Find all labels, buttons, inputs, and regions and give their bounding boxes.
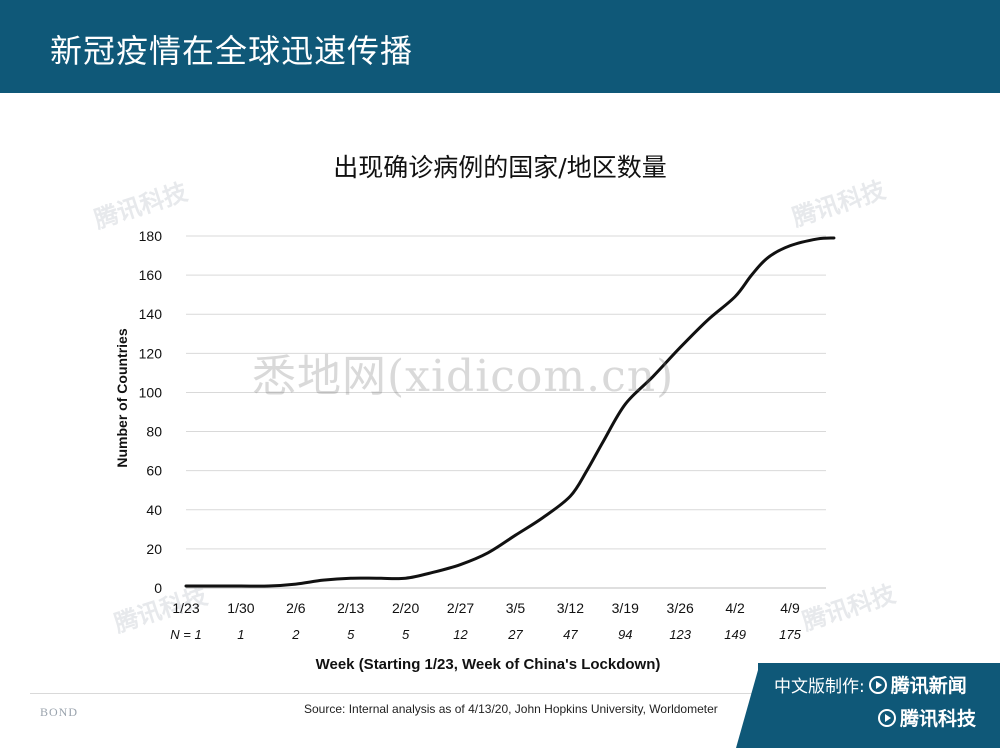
badge-corner bbox=[736, 663, 760, 748]
y-tick-label: 80 bbox=[146, 424, 162, 440]
x-tick-label: 4/2 bbox=[725, 600, 745, 616]
x-tick-label: 3/26 bbox=[667, 600, 694, 616]
x-tick-label: 1/30 bbox=[227, 600, 254, 616]
n-label: 1 bbox=[237, 627, 244, 642]
footer-divider bbox=[30, 693, 790, 694]
bond-logo: BOND bbox=[40, 705, 79, 719]
x-tick-label: 3/19 bbox=[612, 600, 639, 616]
n-labels: N = 1 1 2 5 5 12 27 47 94 123 149 175 bbox=[170, 627, 801, 642]
y-tick-label: 60 bbox=[146, 463, 162, 479]
x-axis-label: Week (Starting 1/23, Week of China's Loc… bbox=[316, 656, 661, 673]
n-label: N = 1 bbox=[170, 627, 201, 642]
source-note: Source: Internal analysis as of 4/13/20,… bbox=[304, 702, 718, 716]
x-tick-labels: 1/23 1/30 2/6 2/13 2/20 2/27 3/5 3/12 3/19 3/26 4/… bbox=[172, 600, 800, 616]
tencent-news-logo-icon bbox=[868, 675, 887, 694]
x-tick-label: 4/9 bbox=[780, 600, 800, 616]
brand-tencent-tech: 腾讯科技 bbox=[900, 708, 977, 730]
n-label: 149 bbox=[724, 627, 746, 642]
y-tick-label: 120 bbox=[139, 345, 163, 361]
x-tick-label: 3/12 bbox=[557, 600, 584, 616]
y-tick-label: 40 bbox=[146, 502, 162, 518]
x-tick-label: 2/20 bbox=[392, 600, 419, 616]
brand-tencent-news: 腾讯新闻 bbox=[890, 675, 967, 697]
y-tick-label: 160 bbox=[139, 267, 163, 283]
credit-line-1: 中文版制作: 腾讯新闻 bbox=[774, 671, 967, 698]
y-tick-label: 20 bbox=[146, 541, 162, 557]
y-tick-label: 180 bbox=[139, 228, 163, 244]
x-tick-label: 2/27 bbox=[447, 600, 474, 616]
made-by-label: 中文版制作: bbox=[774, 677, 865, 697]
n-label: 2 bbox=[291, 627, 300, 642]
x-tick-label: 1/23 bbox=[172, 600, 199, 616]
y-tick-label: 100 bbox=[139, 384, 163, 400]
site-watermark: 悉地网(xidicom.cn) bbox=[252, 351, 675, 402]
n-label: 27 bbox=[507, 627, 523, 642]
y-tick-label: 0 bbox=[154, 580, 162, 596]
n-label: 123 bbox=[669, 627, 691, 642]
grid-lines bbox=[186, 235, 826, 589]
tencent-tech-logo-icon bbox=[878, 708, 896, 727]
y-tick-label: 140 bbox=[139, 306, 163, 322]
x-tick-label: 2/13 bbox=[337, 600, 364, 616]
page-title: 新冠疫情在全球迅速传播 bbox=[50, 32, 414, 70]
x-tick-label: 3/5 bbox=[506, 600, 526, 616]
header-bar: 新冠疫情在全球迅速传播 bbox=[0, 0, 1000, 93]
x-tick-label: 2/6 bbox=[286, 600, 306, 616]
n-label: 12 bbox=[453, 627, 468, 642]
n-label: 5 bbox=[347, 627, 355, 642]
n-label: 47 bbox=[563, 627, 578, 642]
chart-title: 出现确诊病例的国家/地区数量 bbox=[333, 153, 667, 182]
series-line bbox=[184, 236, 836, 588]
n-label: 175 bbox=[779, 627, 801, 642]
n-label: 5 bbox=[402, 627, 410, 642]
y-axis-label: Number of Countries bbox=[114, 328, 130, 467]
y-tick-labels: 0 20 40 60 80 100 120 140 160 180 bbox=[139, 228, 163, 596]
n-label: 94 bbox=[618, 627, 632, 642]
credit-line-2: 腾讯科技 bbox=[878, 704, 976, 731]
